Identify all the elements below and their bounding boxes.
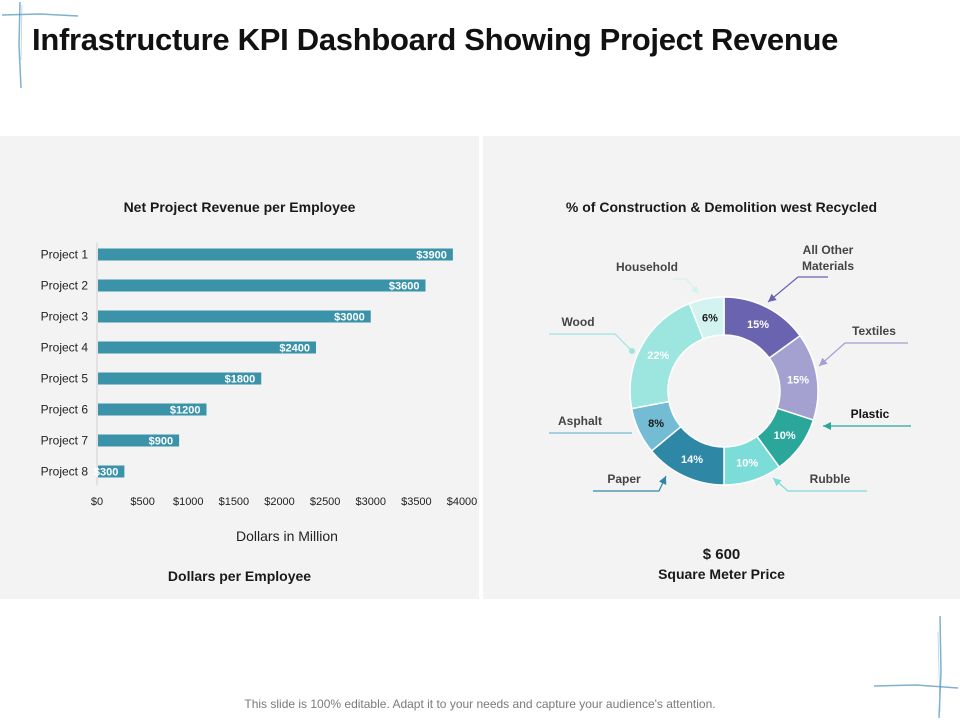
bar-value-label-project-4: $2400: [279, 343, 310, 355]
x-tick-label-2500: $2500: [310, 496, 341, 508]
x-tick-label-1500: $1500: [219, 496, 250, 508]
square-meter-price-value: $ 600: [702, 546, 741, 563]
bar-project-7: [98, 434, 180, 447]
donut-percent-label-asphalt: 8%: [648, 418, 664, 430]
revenue-bar-chart: Project 1 $3900 Project 2 $3600 Project 3 $30…: [41, 242, 478, 508]
corner-decoration-top-left: [1, 1, 79, 89]
bar-chart-x-axis-title: Dollars in Million: [236, 528, 338, 544]
donut-percent-label-paper: 14%: [681, 454, 703, 466]
bar-value-label-project-5: $1800: [225, 374, 256, 386]
donut-percent-label-plastic: 10%: [774, 430, 796, 442]
donut-percent-label-textiles: 15%: [787, 374, 809, 386]
donut-leader-arrow-plastic: [823, 422, 831, 430]
donut-category-label-rubble: Rubble: [810, 472, 851, 486]
donut-category-label-all-other-materials: All Other Materials: [802, 243, 854, 273]
x-tick-label-3000: $3000: [355, 496, 386, 508]
bar-category-label-project-8: Project 8: [41, 465, 89, 479]
donut-percent-label-wood: 22%: [647, 350, 669, 362]
bar-category-label-project-6: Project 6: [41, 403, 89, 417]
corner-decoration-bottom-right: [873, 615, 959, 719]
bar-value-label-project-3: $3000: [334, 312, 365, 324]
donut-leader-arrow-textiles: [819, 357, 828, 366]
bar-category-label-project-3: Project 3: [41, 310, 89, 324]
x-tick-label-1000: $1000: [173, 496, 204, 508]
donut-chart-title: % of Construction & Demolition west Recy…: [565, 199, 878, 215]
slide-title: Infrastructure KPI Dashboard Showing Pro…: [32, 22, 839, 57]
bar-value-label-project-8: $300: [94, 467, 118, 479]
x-tick-label-500: $500: [130, 496, 154, 508]
bar-project-5: [98, 372, 262, 385]
donut-category-label-paper: Paper: [607, 472, 641, 486]
bar-value-label-project-6: $1200: [170, 405, 201, 417]
donut-percent-label-household: 6%: [702, 312, 718, 324]
footer-note: This slide is 100% editable. Adapt it to…: [244, 697, 716, 711]
bar-project-3: [98, 310, 371, 323]
donut-leader-arrow-paper: [658, 476, 667, 485]
revenue-per-employee-panel: Net Project Revenue per Employee Project…: [0, 136, 479, 599]
x-tick-label-3500: $3500: [401, 496, 432, 508]
bar-project-8: [98, 465, 125, 478]
donut-leader-line-textiles: [818, 342, 908, 367]
bar-project-2: [98, 279, 426, 292]
bar-value-label-project-1: $3900: [416, 250, 447, 262]
bar-category-label-project-1: Project 1: [41, 248, 89, 262]
donut-leader-arrow-all-other-materials: [768, 293, 777, 302]
donut-category-label-plastic: Plastic: [851, 407, 890, 421]
bar-chart-title: Net Project Revenue per Employee: [123, 199, 356, 215]
donut-category-label-asphalt: Asphalt: [558, 414, 602, 428]
bar-project-1: [98, 248, 453, 261]
bar-category-label-project-5: Project 5: [41, 372, 89, 386]
bar-category-label-project-2: Project 2: [41, 279, 89, 293]
x-tick-label-0: $0: [91, 496, 103, 508]
donut-percent-label-all-other-materials: 15%: [747, 319, 769, 331]
x-tick-label-2000: $2000: [264, 496, 295, 508]
donut-leader-arrow-household: [690, 285, 699, 294]
bar-value-label-project-7: $900: [149, 436, 173, 448]
donut-leader-line-all-other-materials: [767, 276, 828, 303]
bar-value-label-project-2: $3600: [389, 281, 420, 293]
donut-slice-household: [688, 296, 725, 340]
bar-category-label-project-4: Project 4: [41, 341, 89, 355]
donut-leader-arrow-rubble: [773, 478, 782, 487]
square-meter-price-caption: Square Meter Price: [658, 566, 785, 582]
bar-category-label-project-7: Project 7: [41, 434, 89, 448]
donut-leader-line-wood: [549, 333, 633, 352]
x-tick-label-4000: $4000: [447, 496, 478, 508]
donut-leader-dot-wood: [629, 348, 635, 354]
recycled-waste-panel: % of Construction & Demolition west Recy…: [483, 136, 960, 599]
donut-category-label-textiles: Textiles: [852, 324, 896, 338]
donut-category-label-household: Household: [616, 260, 678, 274]
dollars-per-employee-caption: Dollars per Employee: [167, 568, 312, 584]
bar-project-4: [98, 341, 316, 354]
recycled-donut-chart: 15% All Other Materials 15% Textiles 10% Plast…: [549, 243, 911, 492]
donut-category-label-wood: Wood: [561, 315, 594, 329]
bar-project-6: [98, 403, 207, 416]
donut-percent-label-rubble: 10%: [736, 457, 758, 469]
